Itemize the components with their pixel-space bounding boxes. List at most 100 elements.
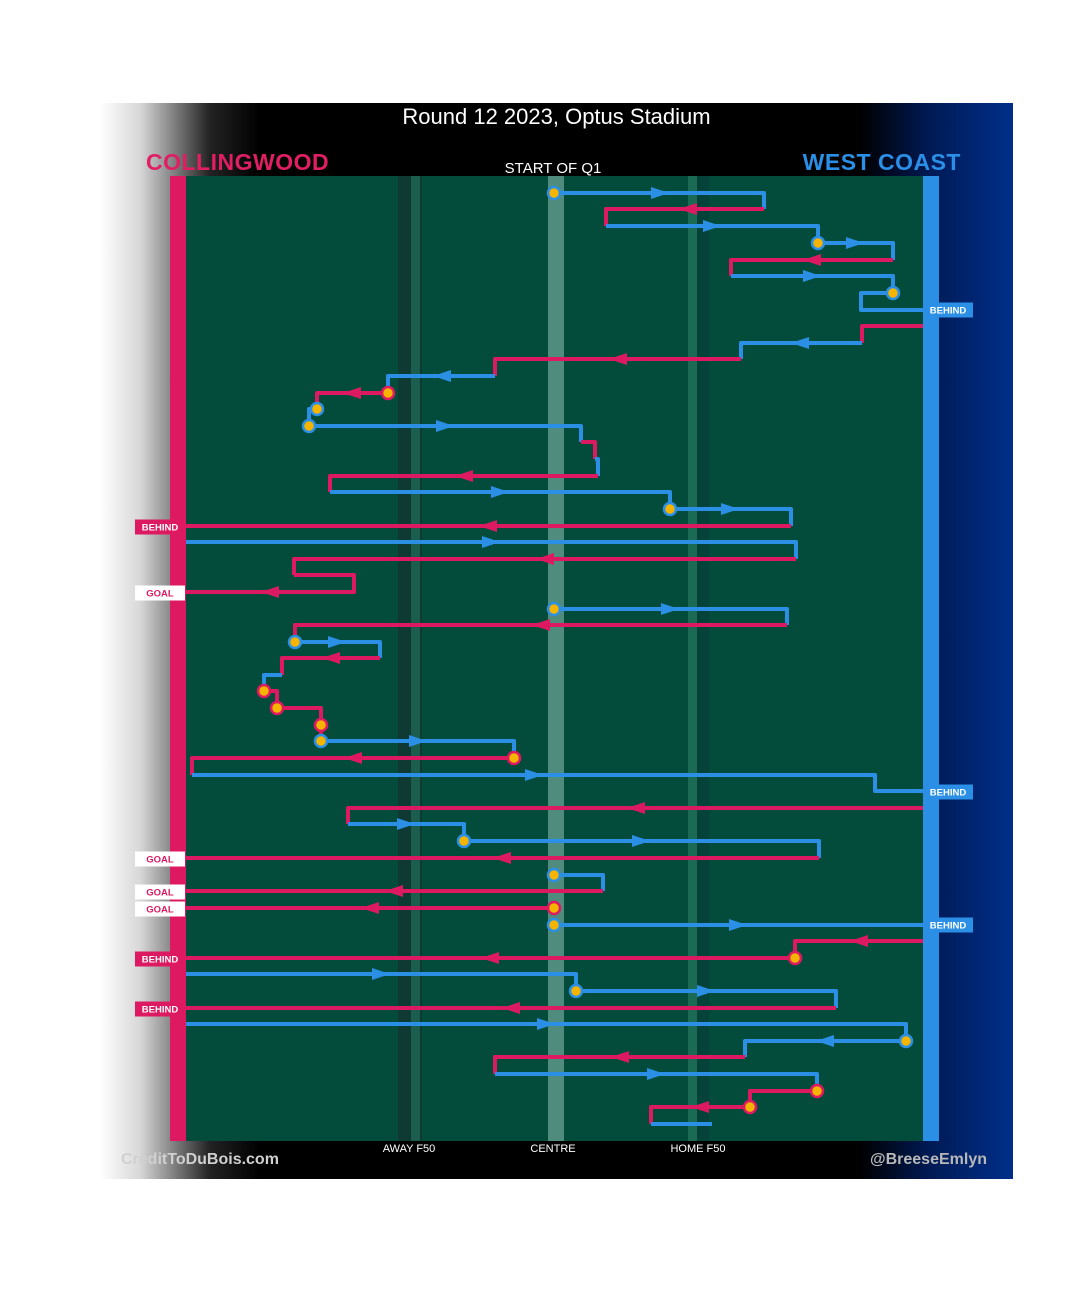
turnover-marker-icon [301, 418, 317, 434]
pink-chain-26 [280, 656, 380, 675]
pink-chain-21 [292, 557, 796, 575]
direction-arrow-icon [803, 270, 821, 282]
outcome-tag-behind-left: BEHIND [135, 951, 185, 967]
outcome-tag-label: GOAL [146, 905, 174, 916]
turnover-marker-icon [287, 634, 303, 650]
blue-chain-23 [554, 607, 789, 625]
direction-arrow-icon [611, 1051, 629, 1063]
direction-arrow-icon [679, 203, 697, 215]
direction-arrow-icon [481, 952, 499, 964]
direction-arrow-icon [729, 919, 747, 931]
direction-arrow-icon [409, 735, 427, 747]
blue-chain-38 [554, 873, 605, 891]
direction-arrow-icon [361, 902, 379, 914]
blue-chain-45 [576, 989, 838, 1008]
direction-arrow-icon [803, 254, 821, 266]
blue-chain-36 [464, 839, 821, 858]
direction-arrow-icon [846, 237, 864, 249]
centre-line [548, 176, 564, 1141]
direction-arrow-icon [482, 536, 500, 548]
turnover-marker-icon [809, 1083, 825, 1099]
turnover-marker-icon [313, 733, 329, 749]
direction-arrow-icon [721, 503, 739, 515]
team-label-right: WEST COAST [802, 149, 961, 175]
turnover-marker-icon [885, 285, 901, 301]
possession-chains [186, 185, 923, 1126]
collingwood-goal-bar [170, 176, 186, 1141]
direction-arrow-icon [385, 885, 403, 897]
outcome-tag-label: GOAL [146, 855, 174, 866]
outcome-tag-goal-left: GOAL [135, 901, 185, 917]
direction-arrow-icon [651, 187, 669, 199]
direction-arrow-icon [479, 520, 497, 532]
outcome-tag-behind-right: BEHIND [923, 302, 973, 318]
direction-arrow-icon [647, 1068, 665, 1080]
direction-arrow-icon [850, 935, 868, 947]
direction-arrow-icon [703, 220, 721, 232]
direction-arrow-icon [791, 337, 809, 349]
blue-chain-0 [554, 191, 766, 209]
credit-left: CreditToDuBois.com [121, 1151, 279, 1168]
blue-chain-48 [743, 1039, 906, 1057]
direction-arrow-icon [344, 752, 362, 764]
turnover-marker-icon [546, 867, 562, 883]
direction-arrow-icon [816, 1035, 834, 1047]
direction-arrow-icon [455, 470, 473, 482]
outcome-tag-goal-left: GOAL [135, 884, 185, 900]
direction-arrow-icon [697, 985, 715, 997]
blue-chain-8 [739, 341, 862, 359]
turnover-marker-icon [546, 917, 562, 933]
blue-chain-13 [309, 424, 583, 442]
axis-label-away-f50: AWAY F50 [382, 1143, 436, 1155]
blue-chain-15 [595, 457, 600, 476]
direction-arrow-icon [397, 818, 415, 830]
pink-chain-16 [328, 474, 598, 492]
direction-arrow-icon [609, 353, 627, 365]
pink-chain-7 [860, 324, 923, 343]
turnover-marker-icon [787, 950, 803, 966]
turnover-marker-icon [309, 401, 325, 417]
turnover-marker-icon [546, 900, 562, 916]
outcome-tags: BEHIND BEHIND GOAL BEHIND GOAL GOAL GOAL BEHIND… [135, 302, 973, 1017]
outcome-tag-label: BEHIND [930, 306, 967, 317]
pink-chain-14 [581, 440, 597, 459]
turnover-marker-icon [256, 683, 272, 699]
direction-arrow-icon [502, 1002, 520, 1014]
direction-arrow-icon [537, 1018, 555, 1030]
direction-arrow-icon [525, 769, 543, 781]
blue-chain-20 [186, 540, 798, 559]
turnover-marker-icon [546, 601, 562, 617]
pink-chain-32 [190, 756, 514, 775]
outcome-tag-label: BEHIND [142, 1005, 179, 1016]
outcome-tag-label: BEHIND [930, 921, 967, 932]
outcome-tag-label: BEHIND [142, 523, 179, 534]
turnover-marker-icon [568, 983, 584, 999]
direction-arrow-icon [632, 835, 650, 847]
away-f50-line [411, 176, 420, 1141]
west-coast-goal-bar [923, 176, 939, 1141]
blue-chain-25 [295, 640, 382, 658]
direction-arrow-icon [491, 486, 509, 498]
direction-arrow-icon [372, 968, 390, 980]
turnover-marker-icon [456, 833, 472, 849]
direction-arrow-icon [343, 387, 361, 399]
pink-chain-9 [493, 357, 741, 376]
direction-arrow-icon [328, 636, 346, 648]
turnover-marker-icon [269, 700, 285, 716]
turnover-marker-icon [380, 385, 396, 401]
home-f50-line [688, 176, 697, 1141]
chart-title: Round 12 2023, Optus Stadium [402, 104, 711, 129]
direction-arrow-icon [536, 553, 554, 565]
start-label: START OF Q1 [504, 160, 602, 177]
outcome-tag-label: BEHIND [142, 955, 179, 966]
blue-chain-3 [818, 241, 895, 260]
outcome-tag-behind-left: BEHIND [135, 1001, 185, 1017]
credit-right: @BreeseEmlyn [870, 1151, 987, 1168]
direction-arrow-icon [493, 852, 511, 864]
outcome-tag-behind-right: BEHIND [923, 784, 973, 800]
direction-arrow-icon [661, 603, 679, 615]
turnover-marker-icon [898, 1033, 914, 1049]
direction-arrow-icon [436, 420, 454, 432]
turnover-marker-icon [506, 750, 522, 766]
direction-arrow-icon [261, 586, 279, 598]
